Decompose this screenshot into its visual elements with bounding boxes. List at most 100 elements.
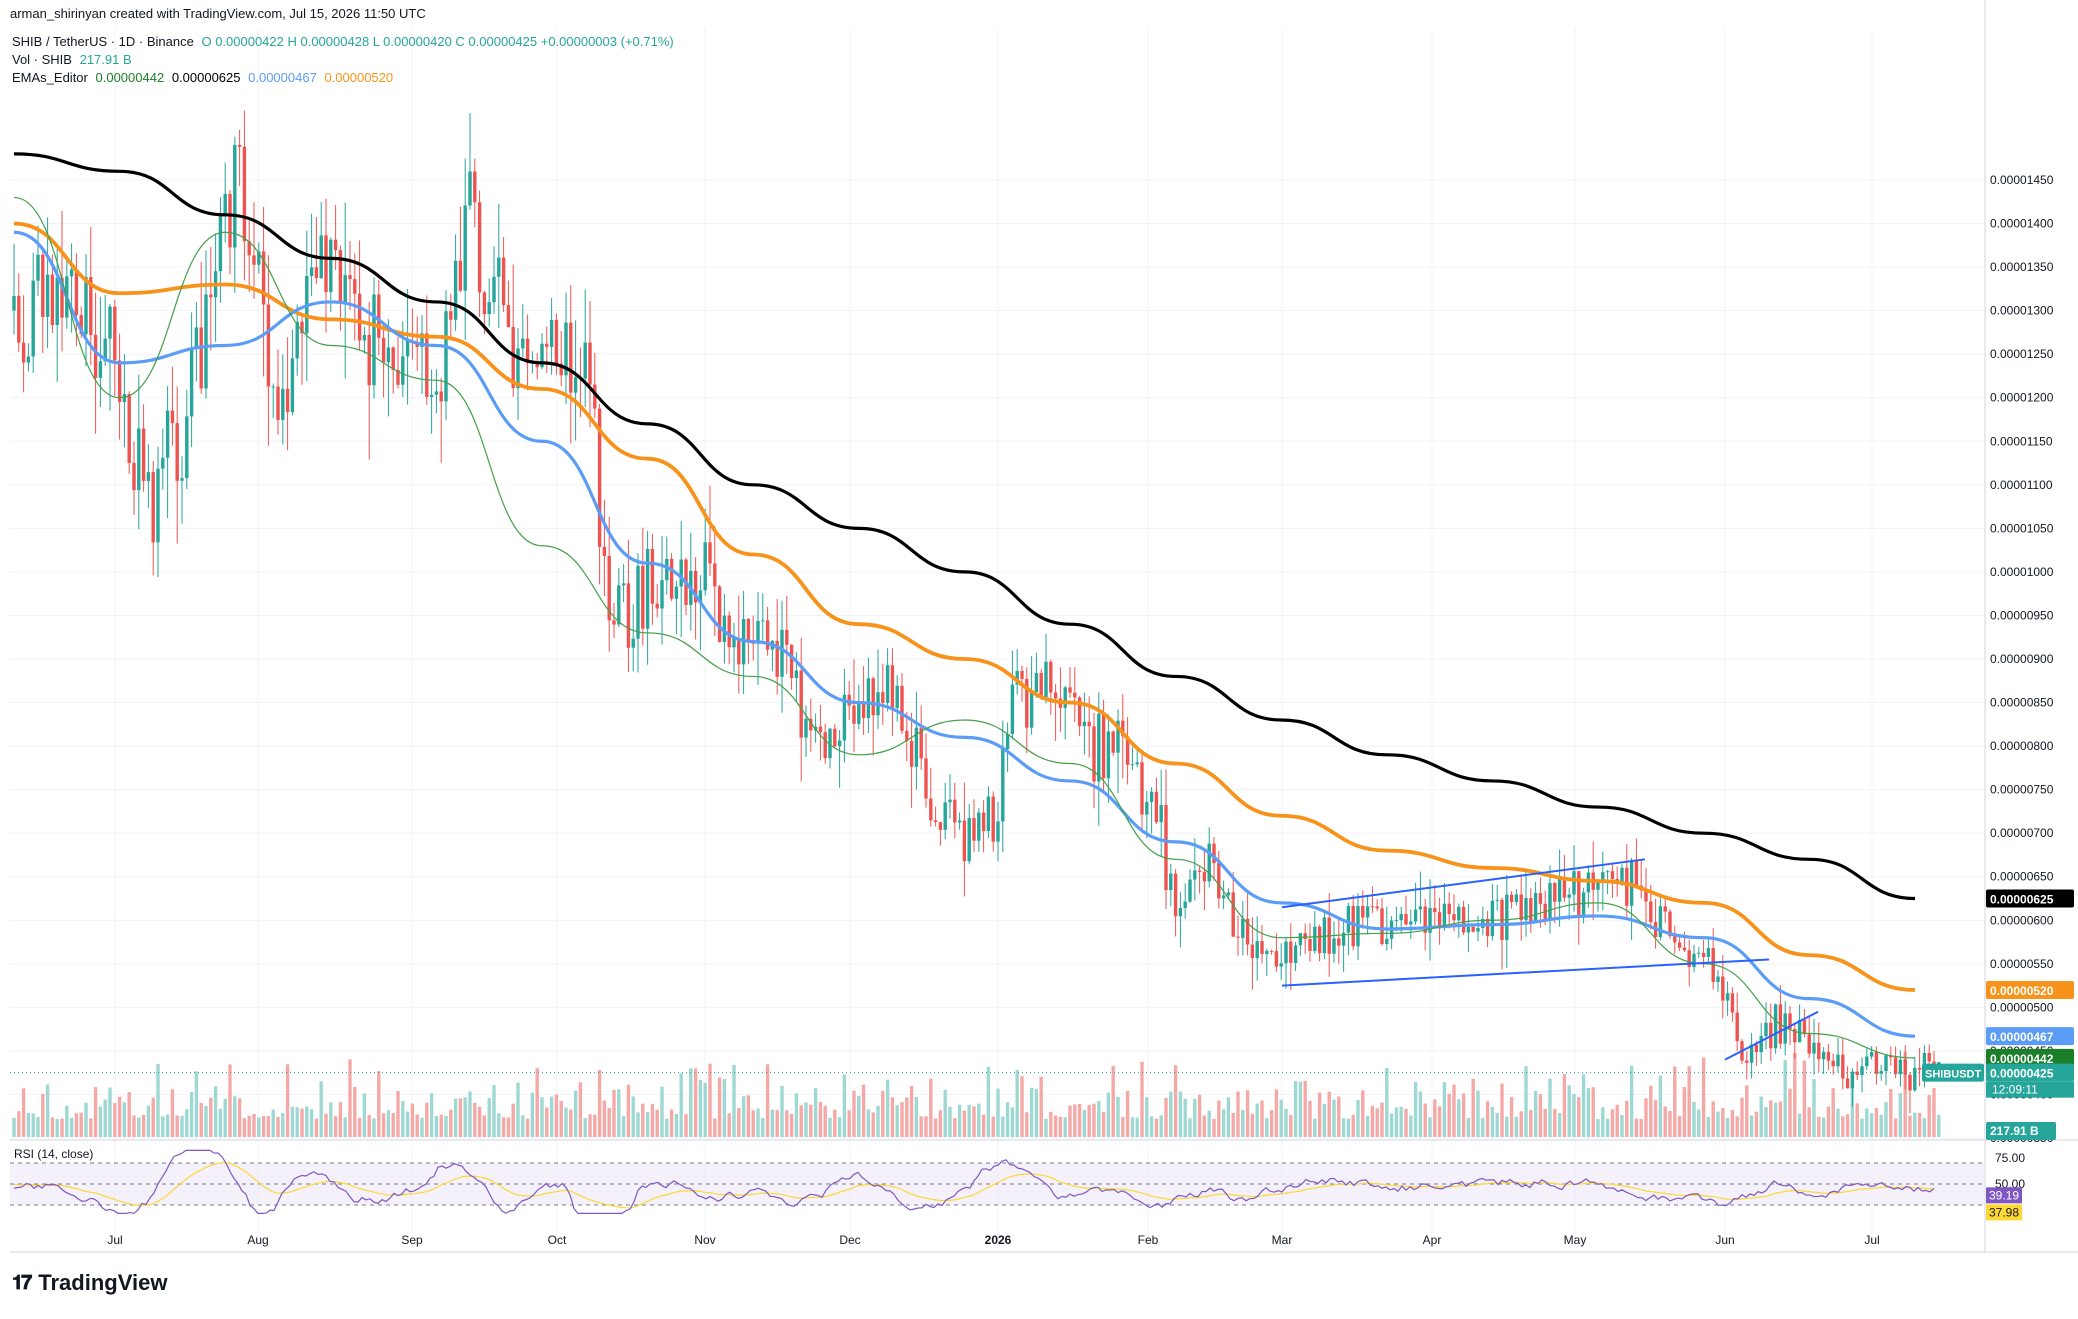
candle-body: [1845, 1078, 1850, 1089]
volume-bar: [137, 1117, 141, 1137]
candle-body: [1865, 1056, 1869, 1067]
candle-body: [1893, 1057, 1898, 1075]
candle-body: [194, 327, 199, 348]
time-tick-label: 2026: [985, 1233, 1012, 1247]
volume-bar: [31, 1113, 35, 1137]
candle-body: [895, 685, 899, 708]
volume-bar: [458, 1098, 463, 1137]
volume-bar: [645, 1112, 650, 1137]
candle-body: [1605, 871, 1610, 873]
volume-bar: [45, 1084, 50, 1137]
candle-body: [1529, 898, 1533, 922]
volume-bar: [948, 1106, 952, 1137]
volume-bar: [1418, 1091, 1423, 1137]
candle-body: [1557, 878, 1562, 902]
volume-bar: [1591, 1087, 1595, 1137]
candle-body: [276, 386, 280, 420]
candle-body: [1375, 906, 1379, 909]
volume-bar: [463, 1097, 467, 1137]
volume-bar: [535, 1068, 539, 1137]
volume-bar: [1476, 1090, 1480, 1137]
volume-bar: [1149, 1116, 1154, 1137]
volume-bar: [1049, 1111, 1053, 1137]
candle-body: [1020, 670, 1024, 679]
volume-bar: [1375, 1108, 1379, 1137]
candle-body: [693, 570, 698, 603]
volume-bar: [353, 1086, 357, 1137]
candle-body: [1836, 1054, 1840, 1067]
price-tick-label: 0.00000800: [1990, 739, 2054, 753]
candle-body: [204, 294, 208, 389]
volume-bar: [1471, 1079, 1475, 1137]
volume-bar: [713, 1118, 717, 1137]
volume-bar: [300, 1108, 304, 1137]
candle-body: [218, 213, 223, 272]
time-tick-label: Feb: [1138, 1233, 1159, 1247]
tradingview-brand[interactable]: 𝟏𝟕 TradingView: [12, 1270, 167, 1296]
candle-body: [1452, 914, 1456, 921]
volume-bar: [1269, 1110, 1274, 1137]
candle-body: [554, 319, 559, 364]
candle-body: [650, 549, 655, 604]
volume-bar: [1797, 1113, 1802, 1137]
candle-body: [69, 269, 74, 277]
volume-bar: [1255, 1103, 1259, 1137]
volume-bar: [213, 1086, 218, 1137]
volume-bar: [1125, 1090, 1130, 1137]
candle-body: [252, 255, 256, 265]
volume-bar: [852, 1090, 856, 1137]
candle-body: [943, 802, 947, 830]
price-badge-label: 0.00000625: [1990, 893, 2054, 907]
volume-bar: [799, 1105, 803, 1137]
volume-bar: [391, 1112, 395, 1137]
volume-bar: [1629, 1065, 1634, 1137]
candle-body: [1346, 905, 1351, 933]
volume-bar: [1644, 1098, 1648, 1137]
candle-body: [372, 294, 376, 386]
candle-body: [1423, 906, 1427, 933]
symbol-name[interactable]: SHIB / TetherUS · 1D · Binance: [12, 34, 194, 49]
volume-bar: [1783, 1060, 1787, 1137]
time-tick-label: Sep: [401, 1233, 423, 1247]
candle-body: [170, 410, 175, 424]
candle-body: [396, 369, 400, 385]
volume-bar: [761, 1117, 765, 1137]
volume-bar: [636, 1112, 640, 1137]
volume-bar: [1884, 1102, 1888, 1137]
volume-bar: [453, 1098, 458, 1137]
volume-bar: [439, 1114, 443, 1137]
candle-body: [348, 275, 352, 280]
volume-bar: [1409, 1115, 1413, 1137]
volume-bar: [1106, 1092, 1111, 1137]
volume-bar: [1620, 1114, 1624, 1137]
volume-bar: [487, 1098, 491, 1137]
volume-bar: [1341, 1118, 1346, 1137]
candle-body: [357, 293, 362, 341]
candle-body: [1341, 932, 1346, 946]
volume-bar: [146, 1105, 151, 1137]
ema-label[interactable]: EMAs_Editor: [12, 70, 88, 85]
candle-body: [1519, 894, 1523, 921]
candle-body: [1841, 1054, 1845, 1079]
volume-bar: [1207, 1110, 1211, 1137]
volume-label[interactable]: Vol · SHIB: [12, 52, 72, 67]
volume-bar: [1313, 1118, 1317, 1137]
candle-body: [1567, 894, 1571, 898]
volume-bar: [305, 1106, 309, 1137]
volume-bar: [1327, 1091, 1331, 1137]
price-badge: [1986, 980, 2074, 999]
candle-body: [492, 276, 496, 303]
volume-bar: [1188, 1118, 1192, 1137]
ema50-line: [13, 230, 1916, 1038]
volume-bar: [559, 1101, 563, 1137]
time-axis: Jul Aug Sep Oct Nov Dec 2026 Feb Mar Apr May Jun Jul: [107, 1233, 1879, 1247]
volume-bar: [1370, 1105, 1375, 1137]
volume-bar: [1601, 1107, 1605, 1137]
candle-body: [525, 338, 530, 364]
volume-bar: [655, 1109, 659, 1137]
candle-body: [1461, 906, 1466, 933]
volume-bar: [765, 1064, 770, 1137]
candle-body: [12, 295, 16, 311]
volume-bar: [295, 1107, 299, 1137]
